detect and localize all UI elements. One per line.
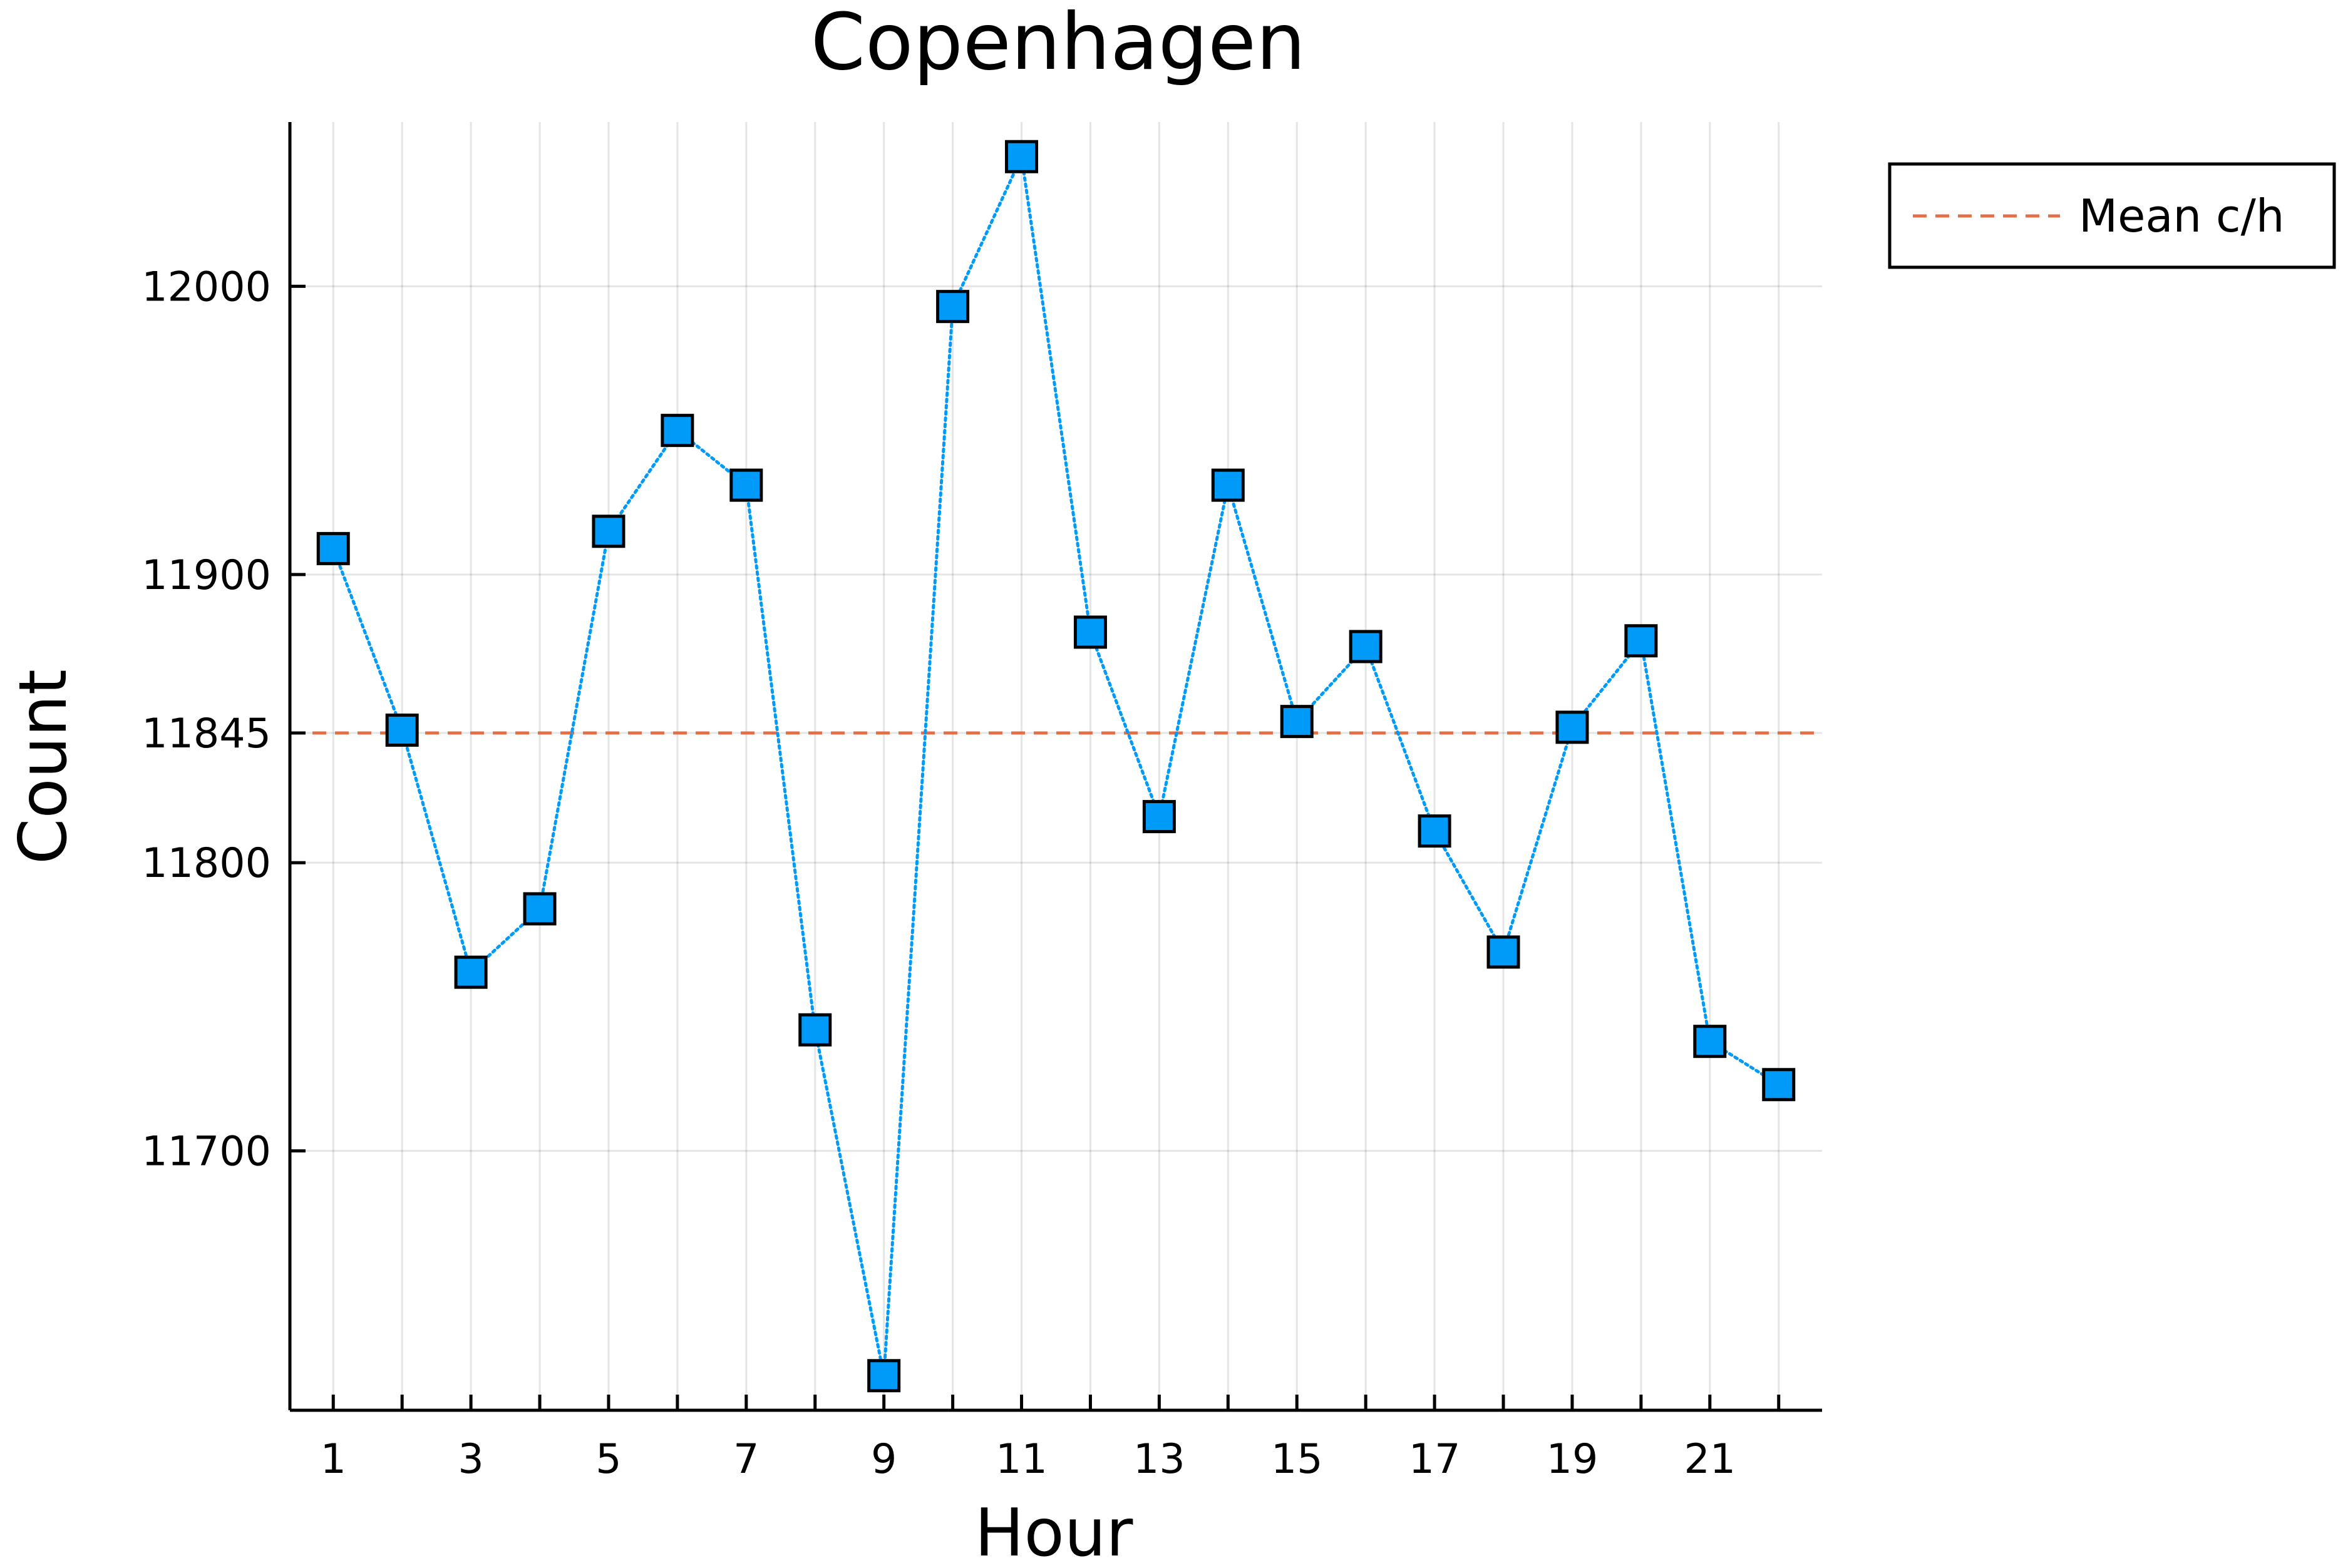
data-point-hour-17 (1418, 814, 1451, 848)
legend: Mean c/h (1888, 162, 2336, 269)
data-point-hour-10 (936, 290, 970, 324)
x-tick-label-3: 3 (458, 1436, 483, 1483)
data-point-hour-14 (1211, 468, 1245, 502)
series-line-0 (331, 151, 1781, 1376)
data-point-hour-2 (385, 713, 419, 747)
chart-title: Copenhagen (811, 0, 1306, 88)
data-point-hour-3 (454, 955, 488, 989)
x-tick-label-1: 1 (321, 1436, 346, 1483)
y-tick-label-11800: 11800 (142, 840, 271, 887)
data-point-hour-1 (316, 531, 350, 565)
markers (316, 140, 1796, 1393)
legend-label-mean: Mean c/h (2079, 190, 2285, 242)
x-tick-label-5: 5 (595, 1436, 621, 1483)
x-tick-label-13: 13 (1133, 1436, 1185, 1483)
data-point-hour-22 (1762, 1068, 1796, 1102)
y-axis-title: Count (5, 669, 81, 864)
x-tick-label-11: 11 (996, 1436, 1048, 1483)
axes (288, 122, 1822, 1412)
data-point-hour-19 (1555, 710, 1589, 744)
y-tick-label-11900: 11900 (142, 552, 271, 599)
y-tick-label-11845: 11845 (142, 710, 271, 757)
x-tick-label-19: 19 (1547, 1436, 1599, 1483)
data-point-hour-15 (1280, 705, 1314, 739)
data-point-hour-6 (661, 414, 694, 448)
x-tick-label-15: 15 (1271, 1436, 1323, 1483)
data-point-hour-16 (1349, 630, 1383, 664)
series-lines (331, 151, 1781, 1376)
x-axis-title: Hour (975, 1495, 1134, 1565)
data-point-hour-4 (523, 892, 557, 926)
y-tick-label-12000: 12000 (142, 264, 271, 310)
x-ticks: 1 3 5 7 9 11 13 15 17 19 21 (321, 1395, 1781, 1483)
data-point-hour-9 (867, 1359, 901, 1393)
data-point-hour-5 (592, 515, 626, 548)
grid (290, 122, 1822, 1410)
x-tick-label-21: 21 (1684, 1436, 1736, 1483)
data-point-hour-8 (798, 1013, 832, 1047)
x-tick-label-7: 7 (733, 1436, 759, 1483)
data-point-hour-18 (1486, 935, 1520, 969)
x-tick-label-9: 9 (871, 1436, 897, 1483)
y-tick-label-11700: 11700 (142, 1129, 271, 1176)
y-ticks: 11700 11800 11845 11900 12000 (142, 264, 306, 1176)
data-point-hour-12 (1073, 615, 1107, 649)
data-point-hour-11 (1005, 140, 1039, 173)
data-point-hour-20 (1624, 624, 1658, 658)
data-point-hour-13 (1142, 800, 1176, 834)
x-tick-label-17: 17 (1409, 1436, 1461, 1483)
data-point-hour-7 (729, 468, 763, 502)
data-point-hour-21 (1693, 1025, 1727, 1058)
